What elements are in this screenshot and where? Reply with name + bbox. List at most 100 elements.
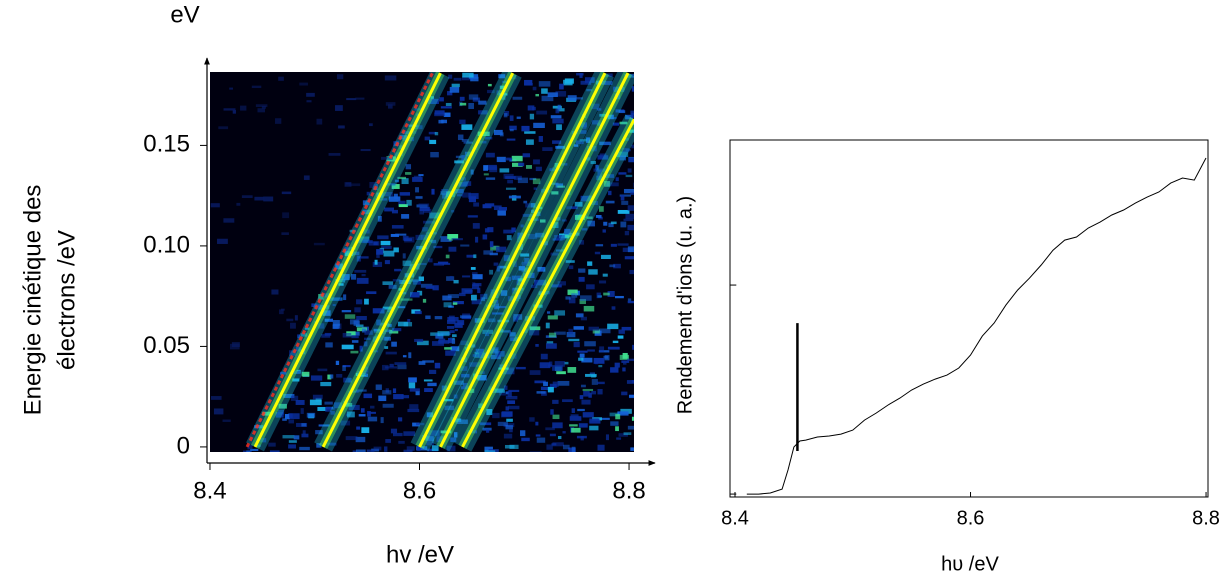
heatmap-cell (550, 115, 562, 119)
heatmap-cell (394, 362, 407, 366)
heatmap-cell (579, 139, 588, 142)
heatmap-cell (597, 170, 602, 176)
heatmap-cell (630, 191, 634, 195)
heatmap-cell (450, 346, 460, 352)
heatmap-cell (476, 140, 487, 144)
heatmap-cell (300, 408, 304, 414)
heatmap-cell (338, 276, 347, 281)
heatmap-cell (574, 201, 583, 207)
heatmap-cell (425, 436, 434, 441)
heatmap-cell (478, 403, 483, 409)
heatmap-cell (538, 81, 551, 87)
heatmap-cell (552, 381, 559, 387)
heatmap-cell (587, 349, 595, 352)
heatmap-cell (474, 351, 483, 358)
heatmap-cell (619, 194, 631, 197)
y-tick-label: 0.05 (143, 332, 190, 359)
heatmap-cell (402, 253, 406, 259)
heatmap-cell (490, 245, 500, 251)
heatmap-cell (218, 126, 229, 130)
heatmap-cell (484, 332, 490, 337)
heatmap-cell (426, 440, 434, 446)
heatmap-cell (529, 451, 542, 452)
heatmap-cell (499, 132, 504, 137)
heatmap-cell (463, 141, 473, 144)
heatmap-cell (281, 232, 289, 235)
heatmap-cell (623, 362, 627, 365)
heatmap-cell (631, 144, 634, 149)
heatmap-cell (506, 138, 516, 141)
heatmap-cell (222, 419, 231, 422)
heatmap-cell (288, 413, 300, 420)
heatmap-cell (295, 399, 305, 405)
heatmap-cell (356, 277, 369, 284)
heatmap-cell (440, 430, 452, 434)
heatmap-cell (453, 279, 459, 284)
heatmap-cell (621, 360, 630, 363)
heatmap-cell (589, 418, 600, 422)
heatmap-cell (562, 431, 566, 434)
heatmap-cell (391, 341, 397, 347)
heatmap-cell (477, 131, 490, 137)
heatmap-cell (366, 191, 370, 196)
heatmap-cell (416, 340, 429, 346)
heatmap-cell (536, 437, 546, 443)
heatmap-cell (565, 234, 572, 238)
heatmap-cell (554, 163, 559, 168)
heatmap-cell (407, 408, 420, 413)
heatmap-cell (623, 188, 634, 194)
heatmap-cell (591, 379, 598, 385)
heatmap-cell (409, 388, 420, 392)
heatmap-cell (437, 261, 449, 264)
heatmap-cell (507, 400, 516, 404)
heatmap-cell (462, 313, 471, 317)
heatmap-cell (335, 278, 346, 283)
heatmap-cell (355, 389, 367, 392)
heatmap-cell (288, 440, 297, 443)
heatmap-cell (624, 137, 629, 141)
heatmap-cell (509, 125, 517, 131)
heatmap-cell (333, 402, 343, 409)
heatmap-cell (470, 267, 476, 270)
heatmap-cell (602, 229, 606, 233)
heatmap-cell (398, 288, 403, 291)
heatmap-cell (387, 309, 393, 313)
heatmap-cell (502, 80, 509, 83)
heatmap-cell (517, 278, 524, 282)
heatmap-cell (229, 343, 240, 350)
heatmap-cell (332, 304, 336, 307)
heatmap-cell (260, 438, 267, 443)
heatmap-cell (506, 235, 512, 241)
heatmap-cell (471, 284, 480, 290)
y-tick-label: 0 (177, 432, 190, 459)
heatmap-cell (493, 205, 502, 211)
heatmap-cell (624, 230, 630, 236)
heatmap-cell (454, 160, 464, 164)
heatmap-cell (534, 380, 546, 384)
heatmap-cell (518, 243, 523, 250)
heatmap-cell (398, 200, 406, 207)
heatmap-cell (377, 235, 389, 240)
heatmap-cell (621, 200, 629, 205)
heatmap-cell (297, 334, 301, 339)
heatmap-cell (586, 284, 595, 290)
heatmap-cell (508, 195, 521, 199)
heatmap-cell (589, 420, 601, 424)
heatmap-cell (591, 390, 596, 395)
heatmap-cell (535, 232, 545, 238)
heatmap-cell (269, 450, 280, 452)
heatmap-cell (240, 105, 247, 111)
fit-line (418, 72, 607, 448)
heatmap-cell (452, 301, 464, 305)
heatmap-cell (551, 443, 557, 446)
heatmap-cell (494, 388, 505, 393)
heatmap-cell (367, 416, 378, 422)
heatmap-cell (477, 287, 481, 294)
heatmap-cell (631, 86, 634, 92)
heatmap-cell (607, 114, 614, 120)
heatmap-cell (401, 178, 409, 185)
heatmap-cell (616, 151, 629, 158)
heatmap-cell (483, 165, 489, 171)
heatmap-cell (229, 87, 233, 90)
heatmap-cell (587, 261, 593, 266)
